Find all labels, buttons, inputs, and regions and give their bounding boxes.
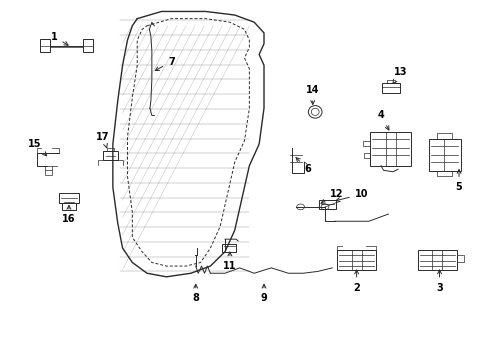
Text: 9: 9 bbox=[260, 284, 267, 303]
Text: 13: 13 bbox=[392, 67, 407, 84]
Bar bbox=[221, 244, 236, 252]
Bar bbox=[59, 193, 79, 203]
Text: 4: 4 bbox=[377, 111, 388, 130]
Text: 6: 6 bbox=[295, 158, 311, 174]
Text: 5: 5 bbox=[455, 170, 462, 192]
Bar bbox=[62, 203, 76, 211]
Bar bbox=[336, 250, 375, 270]
Bar bbox=[82, 40, 93, 52]
Text: 12: 12 bbox=[321, 189, 343, 203]
Bar bbox=[103, 151, 118, 160]
Bar bbox=[369, 132, 410, 166]
Text: 7: 7 bbox=[155, 57, 174, 71]
Text: 11: 11 bbox=[223, 252, 236, 271]
Text: 1: 1 bbox=[51, 32, 68, 45]
Text: 8: 8 bbox=[192, 284, 199, 303]
Text: 2: 2 bbox=[352, 270, 359, 293]
Text: 15: 15 bbox=[28, 139, 46, 156]
Bar bbox=[417, 250, 456, 270]
Bar bbox=[318, 201, 335, 210]
Text: 3: 3 bbox=[435, 270, 442, 293]
Text: 16: 16 bbox=[62, 205, 76, 224]
Text: 17: 17 bbox=[96, 132, 110, 148]
Text: 14: 14 bbox=[305, 85, 319, 104]
Bar bbox=[428, 139, 460, 171]
Bar bbox=[40, 40, 50, 52]
Bar bbox=[381, 83, 399, 93]
Text: 10: 10 bbox=[335, 189, 367, 202]
